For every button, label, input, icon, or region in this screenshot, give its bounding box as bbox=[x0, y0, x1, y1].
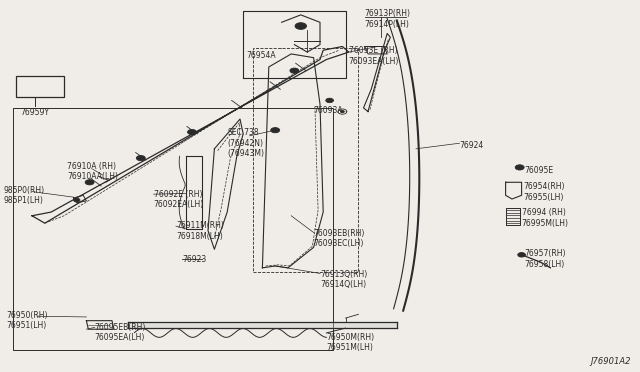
Text: 76095E: 76095E bbox=[525, 166, 554, 174]
Text: 76924: 76924 bbox=[460, 141, 484, 150]
Text: 76950(RH)
76951(LH): 76950(RH) 76951(LH) bbox=[6, 311, 48, 330]
Text: J76901A2: J76901A2 bbox=[590, 357, 630, 366]
Circle shape bbox=[136, 155, 145, 161]
Circle shape bbox=[85, 180, 94, 185]
Circle shape bbox=[74, 198, 80, 202]
Text: 76957(RH)
76958(LH): 76957(RH) 76958(LH) bbox=[525, 249, 566, 269]
Text: 76994 (RH)
76995M(LH): 76994 (RH) 76995M(LH) bbox=[522, 208, 568, 228]
Text: 76910A (RH)
76910AA(LH): 76910A (RH) 76910AA(LH) bbox=[67, 162, 118, 181]
Text: 76954A: 76954A bbox=[246, 48, 282, 60]
Circle shape bbox=[290, 68, 299, 73]
Text: 76954(RH)
76955(LH): 76954(RH) 76955(LH) bbox=[524, 182, 565, 202]
Circle shape bbox=[326, 98, 333, 103]
Bar bbox=[13, 108, 333, 350]
Text: 76093EB(RH)
76093EC(LH): 76093EB(RH) 76093EC(LH) bbox=[314, 229, 365, 248]
Circle shape bbox=[188, 129, 196, 135]
Circle shape bbox=[515, 165, 524, 170]
Text: 76913Q(RH)
76914Q(LH): 76913Q(RH) 76914Q(LH) bbox=[320, 270, 367, 289]
Text: 985P0(RH)
985P1(LH): 985P0(RH) 985P1(LH) bbox=[3, 186, 44, 205]
Text: 76923: 76923 bbox=[182, 255, 207, 264]
Circle shape bbox=[518, 253, 525, 257]
Text: 76913P(RH)
76914P(LH): 76913P(RH) 76914P(LH) bbox=[365, 9, 411, 29]
Text: 76959Y: 76959Y bbox=[20, 108, 50, 117]
Circle shape bbox=[295, 23, 307, 29]
Text: 76950M(RH)
76951M(LH): 76950M(RH) 76951M(LH) bbox=[326, 333, 374, 352]
Text: 76911M(RH)
76918M(LH): 76911M(RH) 76918M(LH) bbox=[176, 221, 224, 241]
Text: 76095EB(RH)
76095EA(LH): 76095EB(RH) 76095EA(LH) bbox=[95, 323, 146, 342]
Circle shape bbox=[271, 128, 280, 133]
Text: 76093E (RH)
76093EA(LH): 76093E (RH) 76093EA(LH) bbox=[349, 46, 399, 66]
Circle shape bbox=[340, 110, 344, 113]
Text: 76092E (RH)
76092EA(LH): 76092E (RH) 76092EA(LH) bbox=[154, 190, 204, 209]
Bar bbox=[253, 48, 358, 272]
Text: 76093A: 76093A bbox=[314, 106, 347, 115]
Bar bbox=[16, 76, 64, 97]
Text: SEC.738
(76942N)
(76943M): SEC.738 (76942N) (76943M) bbox=[227, 128, 264, 158]
